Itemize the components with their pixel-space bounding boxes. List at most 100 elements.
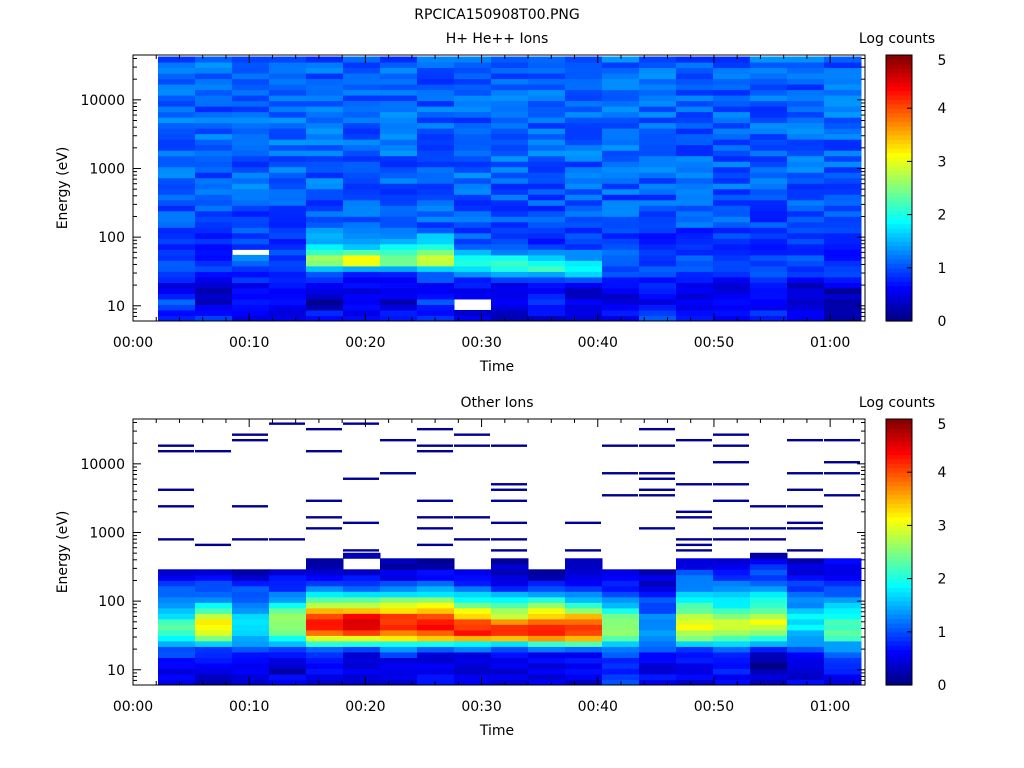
heatmap-cell	[454, 679, 492, 686]
heatmap-cell	[306, 199, 344, 206]
heatmap-cell	[750, 73, 788, 80]
heatmap-cell	[491, 122, 529, 129]
heatmap-cell	[676, 668, 714, 675]
heatmap-cell	[602, 166, 640, 173]
heatmap-cell	[306, 216, 344, 223]
heatmap-cell	[380, 183, 418, 190]
heatmap-cell	[787, 618, 825, 625]
heatmap-cell	[195, 607, 233, 614]
heatmap-cell	[639, 67, 677, 74]
heatmap-cell	[417, 78, 455, 85]
heatmap-cell	[454, 100, 492, 107]
heatmap-cell	[306, 602, 344, 609]
heatmap-cell	[306, 210, 344, 217]
heatmap-cell	[306, 73, 344, 80]
colorbar-swatch	[886, 143, 912, 149]
colorbar-swatch	[886, 227, 912, 233]
heatmap-cell	[491, 56, 529, 63]
heatmap-cell	[343, 276, 381, 283]
heatmap-cell	[306, 67, 344, 74]
heatmap-cell	[269, 144, 307, 151]
heatmap-cell	[639, 629, 677, 636]
heatmap-cell	[565, 574, 603, 581]
heatmap-cell	[787, 569, 825, 576]
heatmap-cell	[824, 591, 862, 598]
heatmap-cell	[565, 591, 603, 598]
heatmap-cell	[158, 62, 196, 69]
heatmap-cell	[269, 315, 307, 322]
heatmap-cell	[602, 602, 640, 609]
heatmap-cell	[602, 673, 640, 680]
heatmap-cell	[491, 483, 527, 486]
heatmap-cell	[232, 265, 270, 272]
heatmap-cell	[787, 265, 825, 272]
heatmap-cell	[454, 73, 492, 80]
heatmap-cell	[158, 122, 196, 129]
heatmap-cell	[306, 183, 344, 190]
heatmap-cell	[306, 161, 344, 168]
heatmap-cell	[787, 298, 825, 305]
heatmap-cell	[491, 194, 529, 201]
heatmap-cell	[824, 271, 862, 278]
heatmap-cell	[380, 293, 418, 300]
heatmap-cell	[417, 221, 455, 228]
heatmap-cell	[380, 232, 418, 239]
heatmap-cell	[787, 438, 823, 442]
colorbar-swatch	[886, 205, 912, 211]
heatmap-cell	[787, 194, 825, 201]
heatmap-cell	[491, 227, 529, 234]
heatmap-cell	[565, 624, 603, 631]
heatmap-cell	[491, 640, 529, 647]
heatmap-cell	[195, 172, 233, 179]
heatmap-cell	[195, 67, 233, 74]
heatmap-cell	[750, 668, 788, 675]
heatmap-cell	[343, 133, 381, 140]
heatmap-cell	[306, 111, 344, 118]
colorbar-swatch	[886, 547, 912, 553]
colorbar-swatch	[886, 520, 912, 526]
heatmap-cell	[158, 585, 196, 592]
heatmap-cell	[306, 293, 344, 300]
heatmap-cell	[824, 232, 862, 239]
heatmap-cell	[676, 111, 714, 118]
colorbar-swatch	[886, 556, 912, 562]
heatmap-cell	[306, 668, 344, 675]
colorbar-swatch	[886, 103, 912, 109]
heatmap-cell	[417, 188, 455, 195]
heatmap-cell	[306, 591, 344, 598]
heatmap-cell	[158, 194, 196, 201]
heatmap-cell	[491, 84, 529, 91]
heatmap-cell	[158, 569, 196, 576]
heatmap-cell	[380, 629, 418, 636]
heatmap-cell	[158, 117, 196, 124]
colorbar-tick-label: 4	[938, 465, 947, 481]
heatmap-cell	[565, 521, 601, 525]
heatmap-cell	[787, 183, 825, 190]
heatmap-cell	[528, 243, 566, 250]
heatmap-cell	[750, 199, 788, 206]
heatmap-cell	[491, 188, 529, 195]
heatmap-cell	[713, 221, 751, 228]
heatmap-cell	[676, 538, 712, 541]
heatmap-cell	[750, 205, 788, 212]
heatmap-cell	[417, 298, 455, 305]
heatmap-cell	[195, 668, 233, 675]
heatmap-cell	[713, 139, 751, 146]
heatmap-cell	[491, 106, 529, 113]
heatmap-cell	[824, 100, 862, 107]
heatmap-cell	[454, 155, 492, 162]
heatmap-cell	[343, 243, 381, 250]
heatmap-cell	[158, 155, 196, 162]
heatmap-cell	[824, 315, 862, 322]
heatmap-cell	[195, 56, 233, 63]
heatmap-cell	[454, 569, 492, 576]
heatmap-cell	[602, 188, 640, 195]
heatmap-cell	[158, 84, 196, 91]
heatmap-cell	[454, 673, 492, 680]
heatmap-cell	[713, 591, 751, 598]
heatmap-cell	[639, 177, 677, 184]
x-tick-label: 01:00	[810, 335, 850, 351]
heatmap-cell	[380, 635, 418, 642]
heatmap-cell	[232, 100, 270, 107]
heatmap-cell	[380, 128, 418, 135]
